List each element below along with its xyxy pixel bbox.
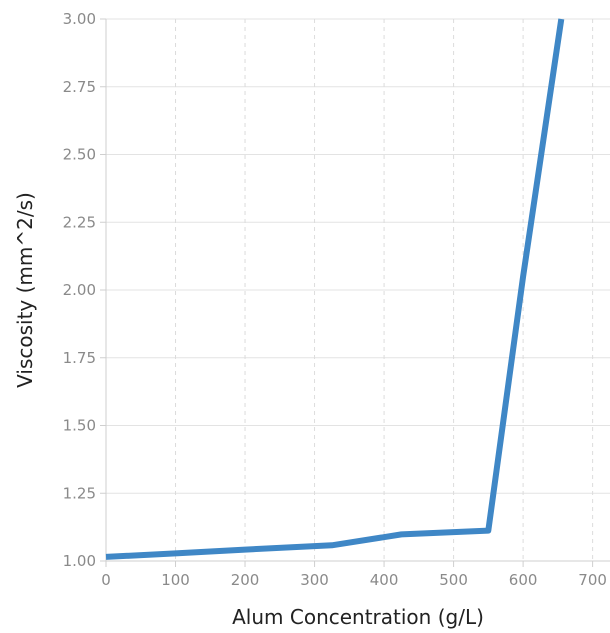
y-tick-label: 2.50 (63, 146, 96, 164)
y-tick-label: 1.25 (63, 484, 96, 502)
series-group (106, 19, 561, 557)
x-tick-label: 700 (578, 571, 607, 589)
x-tick-label: 500 (439, 571, 468, 589)
x-tick-label: 600 (509, 571, 538, 589)
x-tick-label: 100 (161, 571, 190, 589)
x-tick-label: 300 (300, 571, 329, 589)
grid-lines (106, 19, 610, 561)
x-axis-ticks: 0 100 200 300 400 500 600 700 (101, 561, 607, 589)
x-tick-label: 400 (370, 571, 399, 589)
y-axis-title: Viscosity (mm^2/s) (13, 192, 37, 388)
y-tick-label: 3.00 (63, 10, 96, 28)
y-tick-label: 1.75 (63, 349, 96, 367)
y-tick-label: 1.00 (63, 552, 96, 570)
x-tick-label: 200 (231, 571, 260, 589)
y-tick-label: 2.00 (63, 281, 96, 299)
x-axis-title: Alum Concentration (g/L) (232, 605, 484, 629)
y-tick-label: 2.25 (63, 213, 96, 231)
y-tick-label: 1.50 (63, 417, 96, 435)
y-tick-label: 2.75 (63, 78, 96, 96)
series-line (106, 19, 561, 557)
x-tick-label: 0 (101, 571, 111, 589)
y-axis-ticks: 1.00 1.25 1.50 1.75 2.00 2.25 2.50 2.75 3.00 (63, 10, 106, 570)
